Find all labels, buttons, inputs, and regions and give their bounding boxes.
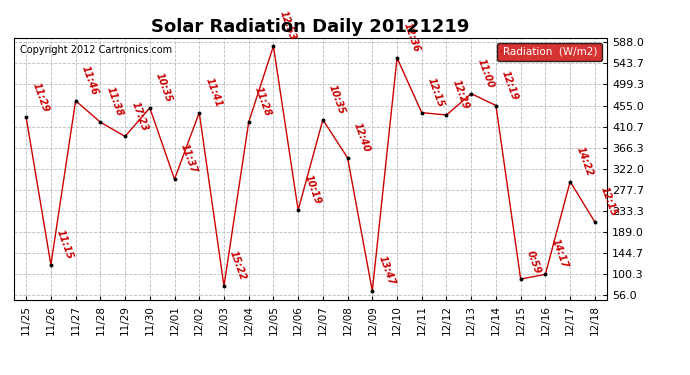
Text: 13:47: 13:47	[377, 254, 397, 287]
Text: 11:00: 11:00	[475, 57, 495, 90]
Text: 12:36: 12:36	[401, 21, 421, 54]
Point	[317, 117, 328, 123]
Point	[342, 155, 353, 161]
Point	[144, 105, 155, 111]
Point	[441, 112, 452, 118]
Point	[243, 119, 254, 125]
Text: Copyright 2012 Cartronics.com: Copyright 2012 Cartronics.com	[20, 45, 172, 56]
Text: 10:19: 10:19	[302, 174, 322, 206]
Text: 14:22: 14:22	[574, 145, 594, 177]
Text: 11:29: 11:29	[30, 81, 50, 113]
Point	[491, 102, 502, 108]
Point	[21, 114, 32, 120]
Point	[95, 119, 106, 125]
Text: 11:41: 11:41	[204, 76, 224, 108]
Title: Solar Radiation Daily 20121219: Solar Radiation Daily 20121219	[151, 18, 470, 36]
Text: 12:19: 12:19	[500, 69, 520, 101]
Point	[293, 207, 304, 213]
Point	[589, 219, 600, 225]
Point	[466, 91, 477, 97]
Point	[367, 288, 378, 294]
Text: 15:22: 15:22	[228, 250, 248, 282]
Point	[219, 283, 230, 289]
Text: 11:15: 11:15	[55, 228, 75, 261]
Point	[194, 110, 205, 116]
Legend: Radiation  (W/m2): Radiation (W/m2)	[497, 43, 602, 61]
Text: 11:46: 11:46	[80, 64, 100, 97]
Text: 12:29: 12:29	[451, 78, 471, 111]
Point	[46, 262, 57, 268]
Text: 12:40: 12:40	[352, 121, 372, 154]
Point	[391, 55, 402, 61]
Text: 12:15: 12:15	[599, 185, 619, 218]
Point	[119, 134, 130, 140]
Point	[564, 178, 575, 184]
Text: 12:15: 12:15	[426, 76, 446, 108]
Point	[169, 176, 180, 182]
Point	[515, 276, 526, 282]
Text: 11:28: 11:28	[253, 86, 273, 118]
Text: 0:59: 0:59	[525, 249, 542, 275]
Text: 17:23: 17:23	[129, 100, 149, 132]
Text: 14:17: 14:17	[549, 238, 569, 270]
Text: 12:53: 12:53	[277, 9, 297, 42]
Text: 10:35: 10:35	[327, 83, 347, 116]
Point	[70, 98, 81, 104]
Text: 11:38: 11:38	[104, 86, 124, 118]
Point	[268, 43, 279, 49]
Text: 10:35: 10:35	[154, 71, 174, 104]
Point	[416, 110, 427, 116]
Point	[540, 272, 551, 278]
Text: 11:37: 11:37	[179, 142, 199, 175]
